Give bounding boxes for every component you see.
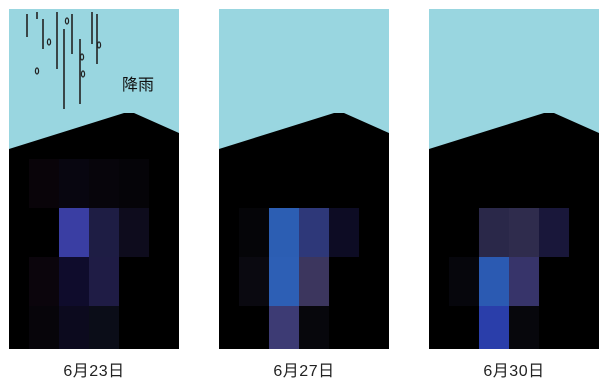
moisture-cell [479, 306, 509, 349]
caption-panel-2: 6月30日 [483, 363, 545, 380]
raindrop-icon [64, 17, 70, 25]
moisture-cell [59, 159, 89, 208]
panel-0-graphic [9, 9, 179, 349]
moisture-cell [269, 208, 299, 257]
moisture-cell [329, 208, 359, 257]
moisture-cell [509, 208, 539, 257]
moisture-cell [239, 257, 269, 306]
moisture-cell [89, 306, 119, 349]
moisture-cell [29, 306, 59, 349]
rain-label: 降雨 [122, 77, 155, 94]
moisture-cell [119, 159, 149, 208]
moisture-cell [119, 208, 149, 257]
moisture-cell [29, 257, 59, 306]
moisture-cell [59, 306, 89, 349]
moisture-cell [509, 306, 539, 349]
panel-1-graphic [219, 9, 389, 349]
moisture-cell [299, 208, 329, 257]
raindrop-icon [34, 67, 40, 75]
moisture-cell [239, 208, 269, 257]
raindrop-icon [46, 38, 52, 46]
panel-0: 降雨 [9, 9, 179, 349]
moisture-cell [509, 257, 539, 306]
moisture-cell [449, 257, 479, 306]
moisture-cell [269, 257, 299, 306]
raindrop-icon [80, 70, 86, 78]
moisture-cell [59, 208, 89, 257]
raindrop-icon [96, 41, 102, 49]
moisture-cell [539, 208, 569, 257]
moisture-cell [299, 306, 329, 349]
panel-2-graphic [429, 9, 599, 349]
moisture-cell [479, 257, 509, 306]
moisture-cell [89, 257, 119, 306]
panel-1 [219, 9, 389, 349]
moisture-cell [89, 159, 119, 208]
moisture-cell [299, 257, 329, 306]
moisture-cell [479, 208, 509, 257]
caption-panel-0: 6月23日 [63, 363, 125, 380]
panel-2 [429, 9, 599, 349]
moisture-cell [29, 159, 59, 208]
moisture-cell [59, 257, 89, 306]
moisture-cell [89, 208, 119, 257]
raindrop-icon [79, 53, 85, 61]
moisture-cell [269, 306, 299, 349]
caption-panel-1: 6月27日 [273, 363, 335, 380]
